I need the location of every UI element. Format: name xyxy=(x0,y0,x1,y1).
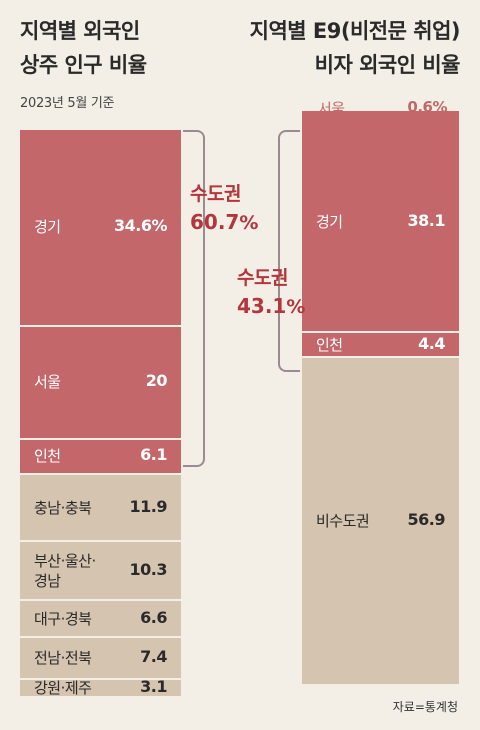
segment-value-0-4: 10.3 xyxy=(129,559,168,579)
right-metro-unit: % xyxy=(286,296,305,318)
segment-label-line: 충남·충북 xyxy=(34,498,92,517)
bar-segment-0-7: 강원·제주 3.1 xyxy=(20,677,181,698)
left-metro-bracket xyxy=(183,130,205,467)
segment-label-line: 대구·경북 xyxy=(34,609,92,628)
segment-label-0-7: 강원·제주 xyxy=(34,678,92,698)
segment-label-1-1: 경기 xyxy=(316,212,343,232)
bar-segment-1-1: 경기 38.1 xyxy=(302,113,459,331)
segment-label-line: 강원·제주 xyxy=(34,679,92,698)
bar-segment-0-1: 서울 20 xyxy=(20,326,181,439)
segment-value-0-0: 34.6% xyxy=(113,216,168,236)
bar-segment-1-2: 인천 4.4 xyxy=(302,332,459,357)
bar-segment-0-3: 충남·충북 11.9 xyxy=(20,474,181,541)
left-metro-callout: 수도권 60.7% xyxy=(190,180,258,238)
segment-label-line: 서울 xyxy=(34,373,61,392)
left-metro-unit: % xyxy=(239,212,258,234)
right-metro-bracket xyxy=(278,130,300,372)
right-title-line1: 지역별 E9(비전문 취업) xyxy=(249,19,461,43)
segment-label-line: 인천 xyxy=(316,335,343,354)
segment-label-0-4: 부산·울산· 경남 xyxy=(34,551,96,591)
bar-segment-0-5: 대구·경북 6.6 xyxy=(20,600,181,637)
bar-segment-0-6: 전남·전북 7.4 xyxy=(20,638,181,679)
segment-label-0-3: 충남·충북 xyxy=(34,498,92,518)
segment-value-0-6: 7.4 xyxy=(140,647,167,667)
right-metro-label: 수도권 xyxy=(237,267,288,289)
right-metro-value: 43.1 xyxy=(237,294,287,318)
segment-value-0-1: 20 xyxy=(145,371,168,391)
segment-value-0-3: 11.9 xyxy=(129,496,168,516)
segment-label-line: 경남 xyxy=(34,571,61,590)
bar-segment-0-4: 부산·울산· 경남 10.3 xyxy=(20,542,181,599)
segment-value-1-2: 4.4 xyxy=(418,333,445,353)
segment-label-line: 인천 xyxy=(34,447,61,466)
left-metro-value: 60.7 xyxy=(190,210,240,234)
segment-value-1-1: 38.1 xyxy=(407,211,446,231)
bar-segment-1-3: 비수도권 56.9 xyxy=(302,358,459,684)
segment-label-0-2: 인천 xyxy=(34,446,61,466)
left-subtitle: 2023년 5월 기준 xyxy=(20,96,115,111)
segment-label-line: 비수도권 xyxy=(316,512,370,531)
left-title-line1: 지역별 외국인 xyxy=(20,19,140,43)
segment-value-0-5: 6.6 xyxy=(140,607,167,627)
segment-value-1-3: 56.9 xyxy=(407,510,446,530)
right-title-line2: 비자 외국인 비율 xyxy=(314,53,461,77)
segment-label-line: 부산·울산· xyxy=(34,551,96,570)
segment-value-0-7: 3.1 xyxy=(140,677,167,697)
segment-label-0-0: 경기 xyxy=(34,217,61,237)
source-note: 자료=통계청 xyxy=(392,700,458,714)
segment-label-line: 경기 xyxy=(34,218,61,237)
segment-value-1-0: 0.6% xyxy=(407,98,447,116)
segment-label-1-2: 인천 xyxy=(316,335,343,355)
segment-label-0-6: 전남·전북 xyxy=(34,648,92,668)
segment-label-1-3: 비수도권 xyxy=(316,511,370,531)
bar-segment-1-0 xyxy=(302,111,459,114)
segment-label-0-5: 대구·경북 xyxy=(34,609,92,629)
bar-segment-0-2: 인천 6.1 xyxy=(20,440,181,473)
segment-label-line: 경기 xyxy=(316,213,343,232)
segment-value-0-2: 6.1 xyxy=(140,445,167,465)
left-title-line2: 상주 인구 비율 xyxy=(20,53,147,77)
segment-label-0-1: 서울 xyxy=(34,372,61,392)
segment-label-1-0: 서울 xyxy=(318,100,345,118)
right-metro-callout: 수도권 43.1% xyxy=(237,264,305,322)
bar-segment-0-0: 경기 34.6% xyxy=(20,130,181,325)
segment-label-line: 전남·전북 xyxy=(34,649,92,668)
left-metro-label: 수도권 xyxy=(190,183,241,205)
